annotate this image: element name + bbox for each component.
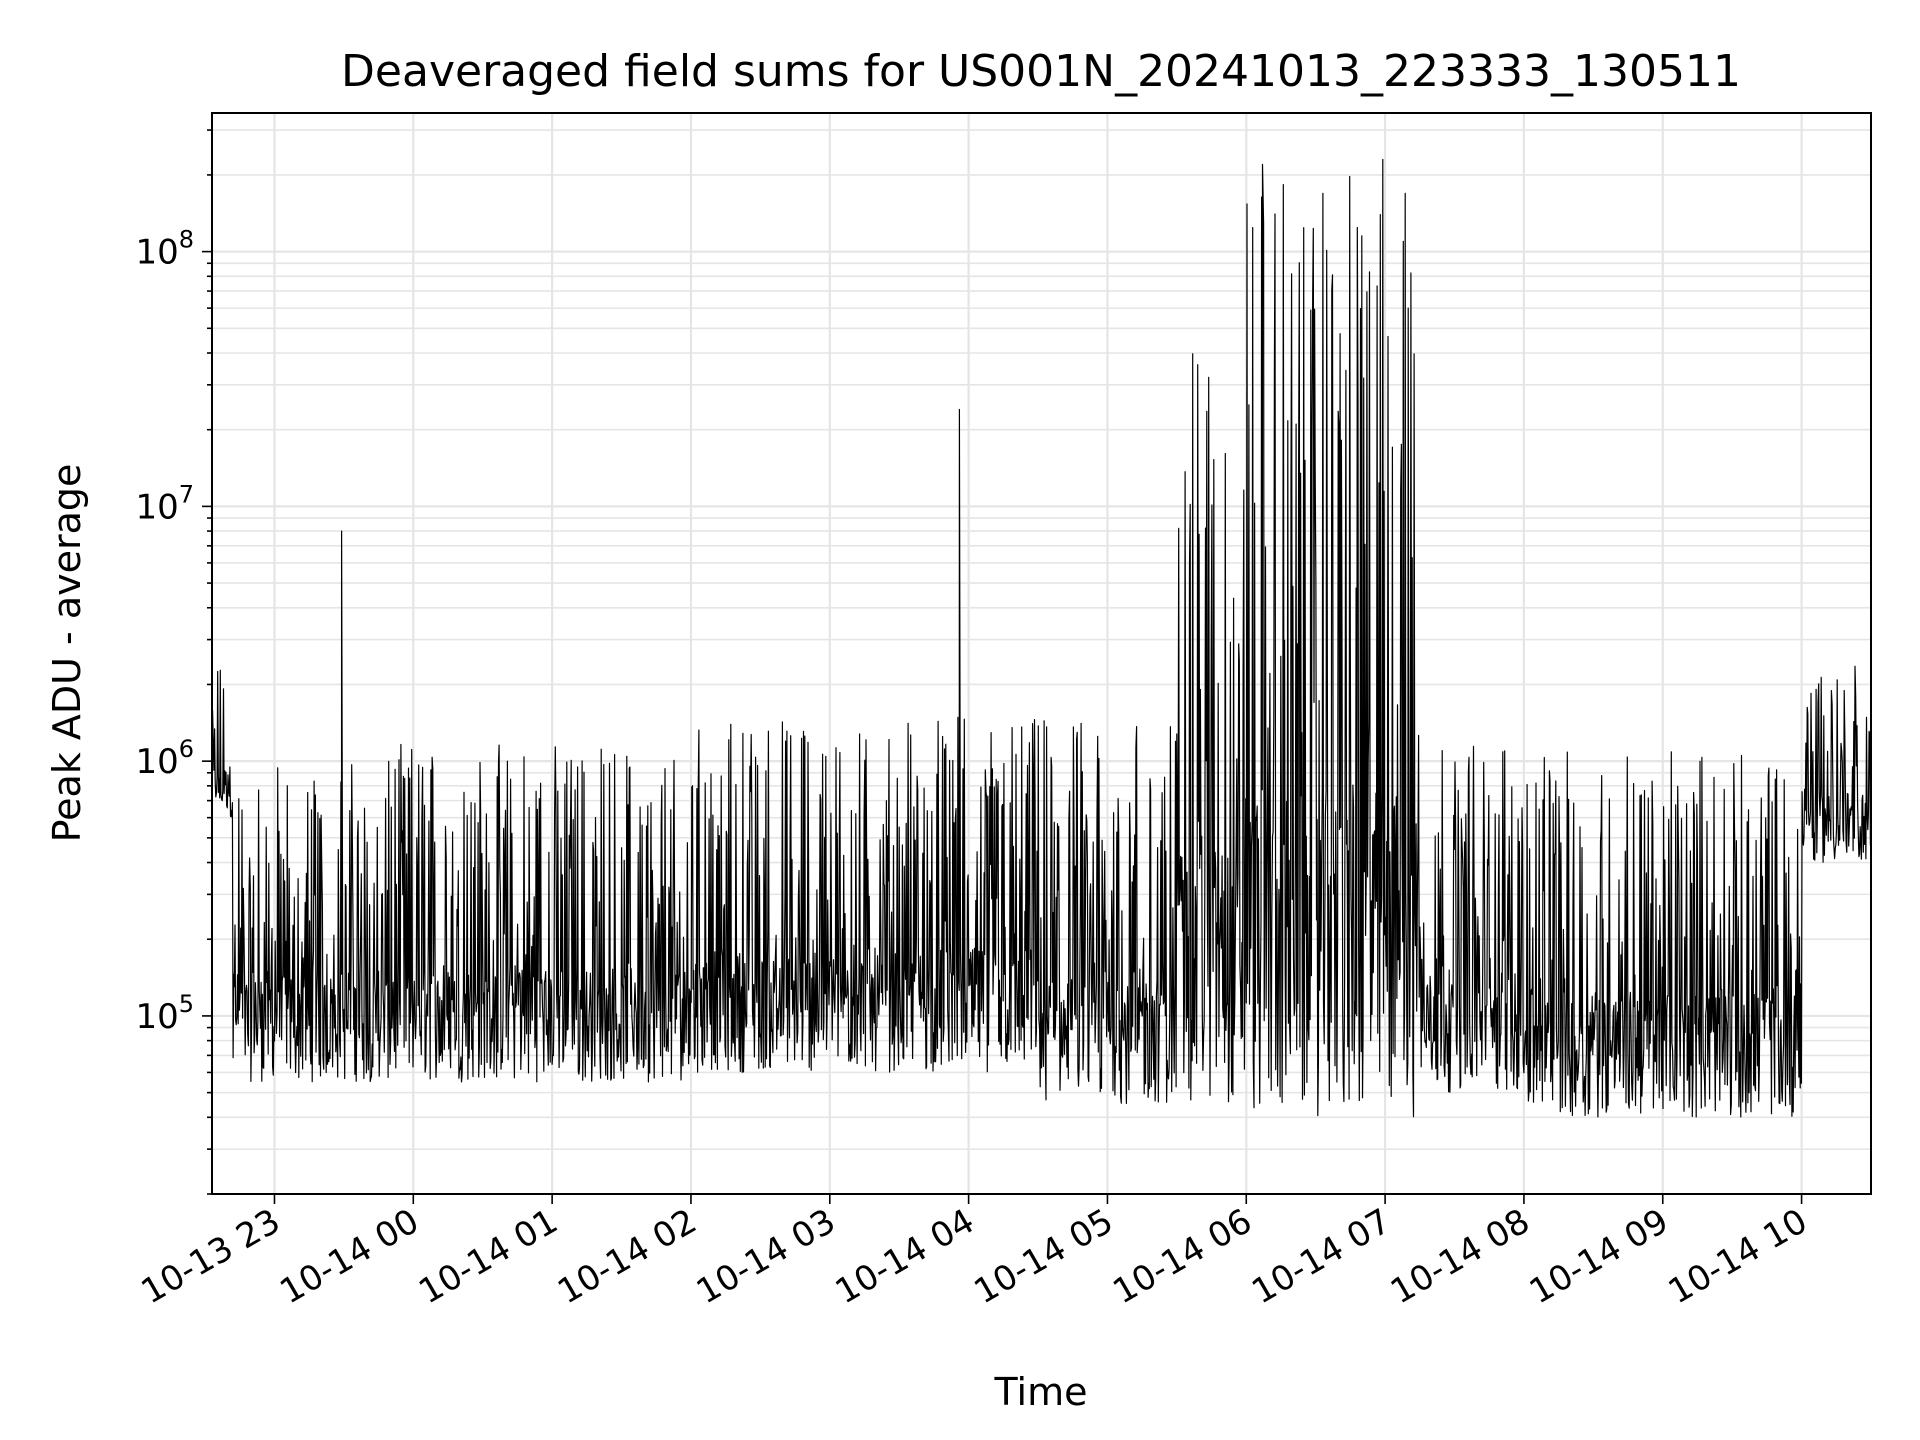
x-tick-label: 10-14 10 xyxy=(1662,1201,1814,1312)
y-tick-label: 107 xyxy=(135,480,194,527)
x-tick-label: 10-14 04 xyxy=(829,1201,981,1312)
x-tick-label: 10-14 07 xyxy=(1245,1201,1397,1312)
x-tick-label: 10-14 09 xyxy=(1523,1201,1675,1312)
x-tick-label: 10-14 01 xyxy=(412,1201,564,1312)
chart-title: Deaveraged field sums for US001N_2024101… xyxy=(341,46,1741,97)
x-axis-label: Time xyxy=(994,1370,1088,1414)
y-tick-label: 105 xyxy=(135,990,194,1037)
y-tick-label: 108 xyxy=(135,226,194,273)
y-tick-label: 106 xyxy=(135,735,194,782)
x-tick-label: 10-14 05 xyxy=(968,1201,1120,1312)
y-axis: 105 106 107 108 xyxy=(135,129,212,1195)
x-tick-label: 10-14 00 xyxy=(273,1201,425,1312)
x-tick-label: 10-14 03 xyxy=(690,1201,842,1312)
x-tick-label: 10-14 02 xyxy=(551,1201,703,1312)
y-axis-label: Peak ADU - average xyxy=(45,464,89,843)
plot-frame xyxy=(211,112,1872,1195)
x-tick-label: 10-13 23 xyxy=(135,1201,287,1312)
series-line xyxy=(211,158,1872,1118)
x-tick-label: 10-14 06 xyxy=(1106,1201,1258,1312)
x-tick-label: 10-14 08 xyxy=(1384,1201,1536,1312)
